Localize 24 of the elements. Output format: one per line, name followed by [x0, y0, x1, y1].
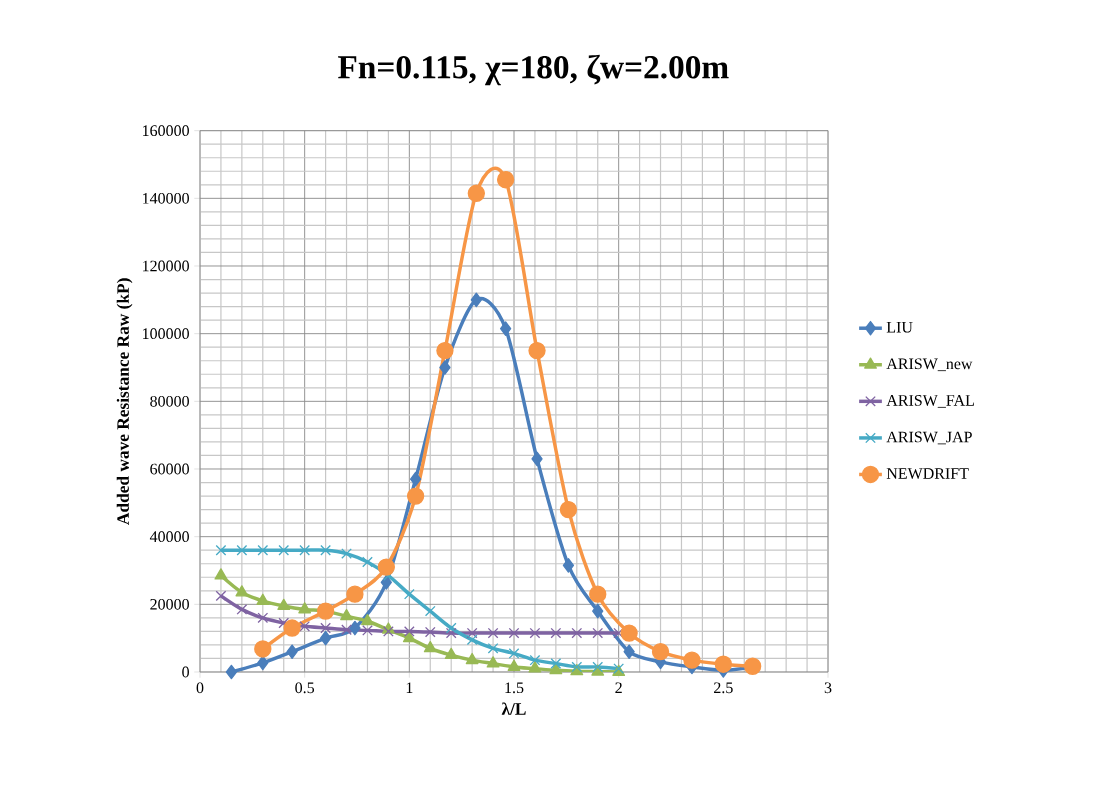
legend-label: NEWDRIFT: [886, 468, 969, 479]
legend-label: ARISW_new: [886, 358, 973, 372]
legend-label: ARISW_FAL: [886, 395, 974, 408]
x-tick-label: 0.5: [295, 682, 315, 694]
y-tick-label: 80000: [150, 395, 189, 407]
x-tick-label: 2: [615, 682, 622, 693]
y-tick-label: 40000: [149, 531, 189, 543]
chart-title: Fn=0.115, χ=180, ζw=2.00m: [338, 54, 729, 86]
x-axis-title: λ/L: [501, 702, 526, 715]
x-tick-label: 0: [196, 682, 204, 694]
x-tick-label: 3: [824, 682, 832, 694]
y-tick-label: 140000: [143, 192, 189, 204]
x-tick-label: 2.5: [714, 682, 733, 694]
x-tick-label: 1.5: [505, 682, 524, 694]
y-tick-label: 100000: [143, 328, 189, 340]
y-tick-label: 120000: [143, 260, 189, 272]
y-tick-label: 60000: [150, 463, 189, 475]
y-tick-label: 0: [182, 666, 189, 678]
legend-label: ARISW_JAP: [886, 431, 972, 445]
y-tick-label: 160000: [143, 125, 189, 137]
x-tick-label: 1: [406, 682, 413, 693]
legend-label: LIU: [886, 321, 913, 333]
y-tick-label: 20000: [150, 598, 189, 610]
y-axis-title: Added wave Resistance Raw (kP): [116, 278, 133, 525]
